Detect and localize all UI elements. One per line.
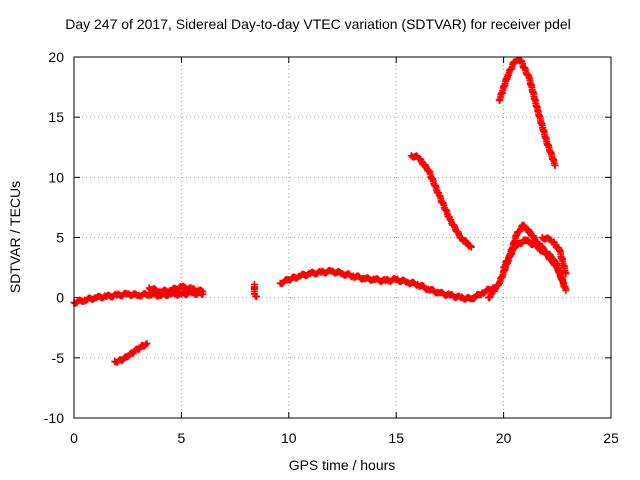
data-point	[137, 340, 150, 351]
data-points	[70, 56, 570, 366]
y-tick-label: 15	[48, 109, 64, 125]
data-point	[555, 246, 570, 277]
y-tick-label: 10	[48, 169, 64, 185]
data-point	[446, 215, 464, 242]
series-arc-5	[407, 152, 475, 251]
data-point	[424, 285, 442, 297]
series-arc-4	[276, 266, 497, 303]
data-point	[117, 353, 131, 365]
series-arc-9	[538, 234, 570, 278]
x-tick-label: 15	[388, 430, 404, 446]
data-point	[253, 292, 261, 300]
data-point	[285, 273, 302, 284]
x-tick-label: 20	[496, 430, 512, 446]
y-tick-label: -5	[52, 350, 65, 366]
data-point	[392, 275, 410, 286]
data-point	[551, 161, 559, 169]
data-point	[500, 244, 518, 272]
data-point	[525, 75, 542, 114]
data-point	[143, 339, 151, 347]
data-point	[495, 73, 512, 104]
y-tick-label: 0	[56, 290, 64, 306]
data-point	[510, 236, 528, 251]
x-tick-label: 25	[603, 430, 619, 446]
series-arc-2	[111, 339, 151, 366]
series-arc-6	[495, 56, 559, 169]
x-tick-label: 0	[70, 430, 78, 446]
series-arc-1b	[145, 282, 207, 297]
y-tick-label: 5	[56, 230, 64, 246]
data-point	[328, 267, 345, 278]
data-point	[199, 288, 207, 296]
y-tick-label: -10	[44, 410, 64, 426]
data-point	[306, 267, 324, 278]
series-arc-3	[250, 280, 261, 300]
data-point	[435, 191, 453, 221]
chart-title: Day 247 of 2017, Sidereal Day-to-day VTE…	[65, 16, 571, 32]
data-point	[457, 293, 474, 303]
data-point	[562, 270, 570, 278]
data-point	[553, 264, 569, 292]
plot-frame	[73, 56, 612, 419]
y-axis-label: SDTVAR / TECUs	[7, 181, 23, 293]
data-point	[167, 282, 184, 294]
data-point	[517, 57, 533, 81]
series-arc-8	[500, 236, 570, 294]
x-tick-label: 10	[281, 430, 297, 446]
data-point	[543, 137, 559, 169]
data-point	[467, 243, 475, 251]
data-point	[534, 107, 550, 143]
x-tick-label: 5	[178, 430, 186, 446]
data-point	[562, 286, 570, 294]
x-axis-label: GPS time / hours	[289, 457, 396, 473]
data-point	[113, 289, 131, 300]
grid-lines	[74, 57, 611, 418]
y-tick-label: 20	[48, 49, 64, 65]
